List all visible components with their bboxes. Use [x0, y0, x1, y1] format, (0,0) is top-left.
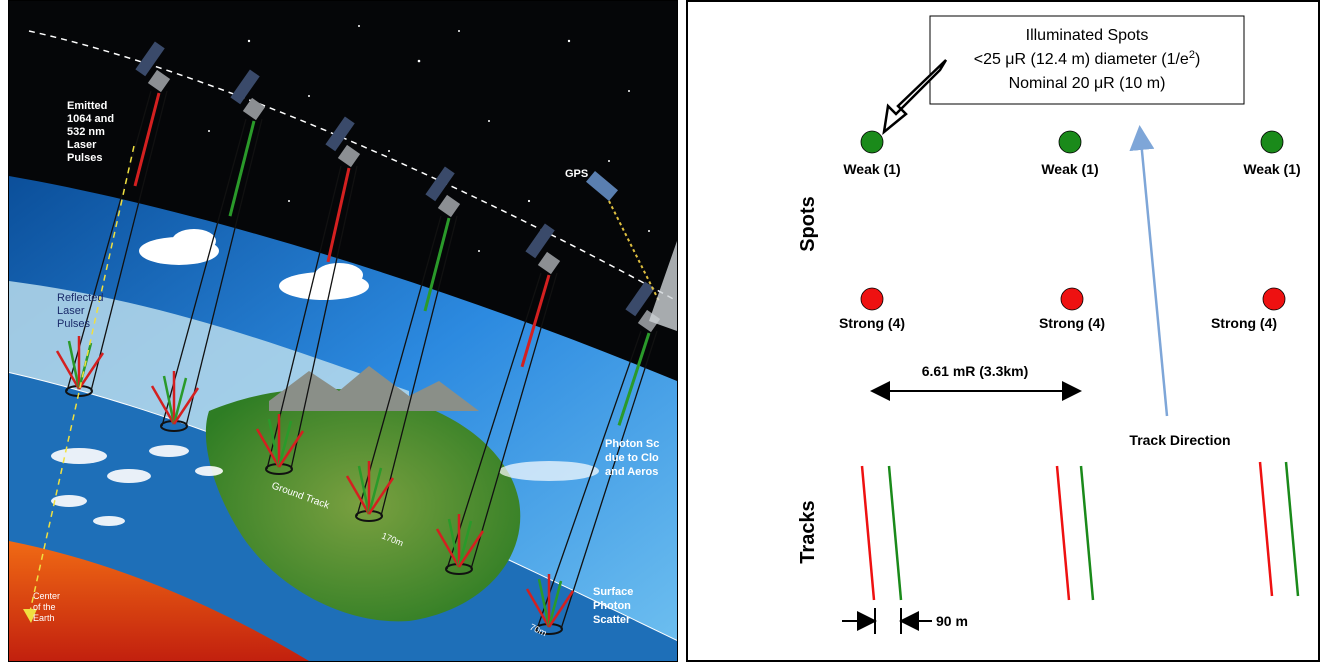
mountains — [269, 366, 479, 411]
separation-label: 6.61 mR (3.3km) — [922, 363, 1029, 379]
photon-scatter-label: Photon Sc due to Clo and Aeros — [605, 438, 662, 478]
reflected-pulse — [277, 430, 305, 468]
emitted-pulse — [520, 274, 551, 368]
strong-label-3: Strong (4) — [1211, 315, 1277, 331]
track-direction-label: Track Direction — [1129, 432, 1230, 448]
icesat-illustration: Emitted 1064 and 532 nm Laser Pulses GPS… — [8, 1, 678, 661]
reflected-pulse — [457, 530, 485, 568]
reflected-pulse — [367, 477, 395, 515]
track-red-1 — [860, 465, 876, 601]
reflected-pulse — [172, 387, 200, 425]
stars — [208, 25, 650, 252]
clouds — [139, 229, 599, 481]
reflected-pulse — [525, 588, 551, 628]
emitted-pulse — [133, 92, 161, 187]
callout-pointer-arrow-icon — [882, 59, 948, 136]
track-direction-arrow-icon — [1129, 125, 1169, 417]
reflected-pulse — [357, 465, 371, 515]
gps-satellite — [586, 170, 660, 302]
strong-spot-1 — [860, 287, 884, 311]
reflected-pulse — [457, 520, 473, 568]
center-of-earth-line — [28, 145, 135, 617]
weak-label-1: Weak (1) — [843, 161, 900, 177]
beam-outline — [356, 215, 442, 517]
beam-outline — [185, 118, 263, 427]
satellite-icon — [425, 166, 461, 218]
emitted-label: Emitted 1064 and 532 nm Laser Pulses — [67, 100, 117, 164]
emitted-pulse — [423, 217, 451, 312]
beam-outline — [470, 272, 558, 570]
reflected-pulse — [537, 578, 551, 628]
beam-outline — [161, 118, 247, 427]
beam-outline — [536, 330, 642, 630]
reflected-pulse — [277, 420, 293, 468]
reflected-pulse — [267, 418, 281, 468]
weak-label-3: Weak (1) — [1243, 161, 1300, 177]
spots-axis-label: Spots — [797, 196, 819, 252]
callout-line2: <25 μR (12.4 m) diameter (1/e2) — [974, 49, 1201, 68]
sun-glare — [649, 241, 677, 331]
earth-core — [9, 541, 309, 661]
tracks-axis-label: Tracks — [797, 500, 819, 563]
beam-outline — [66, 90, 152, 392]
reflected-pulse — [162, 375, 176, 425]
reflected-pulse — [345, 475, 371, 515]
satellites — [135, 41, 661, 333]
beam-outline — [446, 272, 542, 570]
track-green-1 — [887, 465, 903, 601]
reflected-pulse — [447, 518, 461, 568]
satellite-icon — [135, 41, 171, 93]
callout-box — [929, 15, 1245, 105]
reflected-pulse — [435, 528, 461, 568]
strong-label-1: Strong (4) — [839, 315, 905, 331]
satellite-icon — [230, 69, 266, 121]
center-arrow-icon — [23, 609, 37, 623]
reflected-pulse — [547, 580, 563, 628]
weak-spot-2 — [1058, 130, 1082, 154]
satellite-icon — [325, 116, 361, 168]
weak-spot-1 — [860, 130, 884, 154]
emitted-pulse — [326, 167, 351, 263]
gps-label: GPS — [565, 168, 588, 180]
beam-outline — [290, 165, 358, 470]
orbit-path — [28, 30, 678, 302]
strong-spot-2 — [1060, 287, 1084, 311]
reflected-pulse — [367, 467, 383, 515]
laser-beams — [55, 90, 658, 635]
right-diagram-panel: Illuminated Spots <25 μR (12.4 m) diamet… — [686, 0, 1320, 662]
reflected-pulse — [150, 385, 176, 425]
reflected-pulse — [55, 350, 81, 390]
track-green-2 — [1079, 465, 1095, 601]
emitted-pulse — [617, 332, 651, 426]
strong-label-2: Strong (4) — [1039, 315, 1105, 331]
beam-outline — [560, 330, 658, 630]
reflected-pulse — [172, 377, 188, 425]
weak-label-2: Weak (1) — [1041, 161, 1098, 177]
track-green-3 — [1284, 461, 1300, 597]
weak-spot-3 — [1260, 130, 1284, 154]
reflected-pulse — [255, 428, 281, 468]
callout-line3: Nominal 20 μR (10 m) — [1009, 75, 1166, 92]
surface-scatter-label: Surface Photon Scatter — [593, 586, 636, 626]
beam-outline — [90, 90, 168, 392]
track-red-2 — [1055, 465, 1071, 601]
satellite-icon — [525, 223, 561, 275]
reflected-pulse — [547, 590, 575, 628]
reflected-label: Reflected Laser Pulses — [57, 292, 107, 330]
beam-outline — [380, 215, 458, 517]
callout-line1: Illuminated Spots — [1026, 27, 1149, 44]
beam-pattern-diagram: Illuminated Spots <25 μR (12.4 m) diamet… — [797, 15, 1301, 634]
center-earth-label: Center of the Earth — [33, 591, 63, 623]
reflected-pulse — [77, 352, 105, 390]
pair-spacing-label: 90 m — [936, 613, 968, 629]
left-illustration-panel: Emitted 1064 and 532 nm Laser Pulses GPS… — [8, 0, 678, 662]
track-red-3 — [1258, 461, 1274, 597]
reflected-pulse — [67, 340, 81, 390]
strong-spot-3 — [1262, 287, 1286, 311]
emitted-pulse — [228, 120, 256, 217]
